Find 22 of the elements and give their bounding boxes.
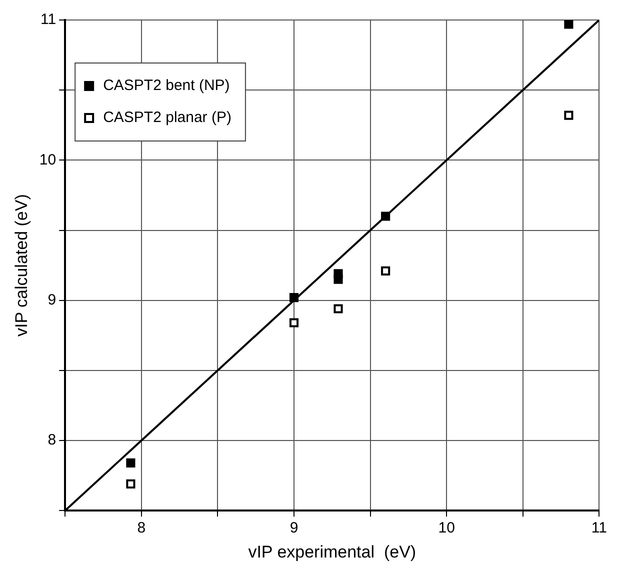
point — [289, 293, 299, 302]
point — [381, 266, 390, 276]
point — [381, 212, 390, 221]
point — [564, 20, 574, 29]
x-tick-label: 9 — [290, 520, 298, 537]
y-tick-label: 8 — [48, 432, 56, 449]
y-tick-label: 11 — [40, 11, 56, 28]
y-tick-label: 9 — [48, 291, 56, 308]
y-tick-label: 10 — [39, 151, 56, 168]
x-tick-label: 8 — [137, 520, 146, 537]
legend-label: CASPT2 planar (P) — [103, 109, 232, 126]
legend-label: CASPT2 bent (NP) — [103, 77, 230, 94]
point — [126, 479, 136, 489]
x-tick-label: 10 — [438, 520, 455, 537]
x-tick-label: 11 — [591, 520, 608, 537]
point — [564, 110, 574, 120]
y-axis-title: vIP calculated (eV) — [12, 194, 31, 336]
point — [126, 458, 136, 468]
x-axis-title: vIP experimental (eV) — [248, 542, 416, 562]
point — [334, 304, 343, 314]
point — [289, 318, 299, 328]
point — [334, 274, 343, 284]
